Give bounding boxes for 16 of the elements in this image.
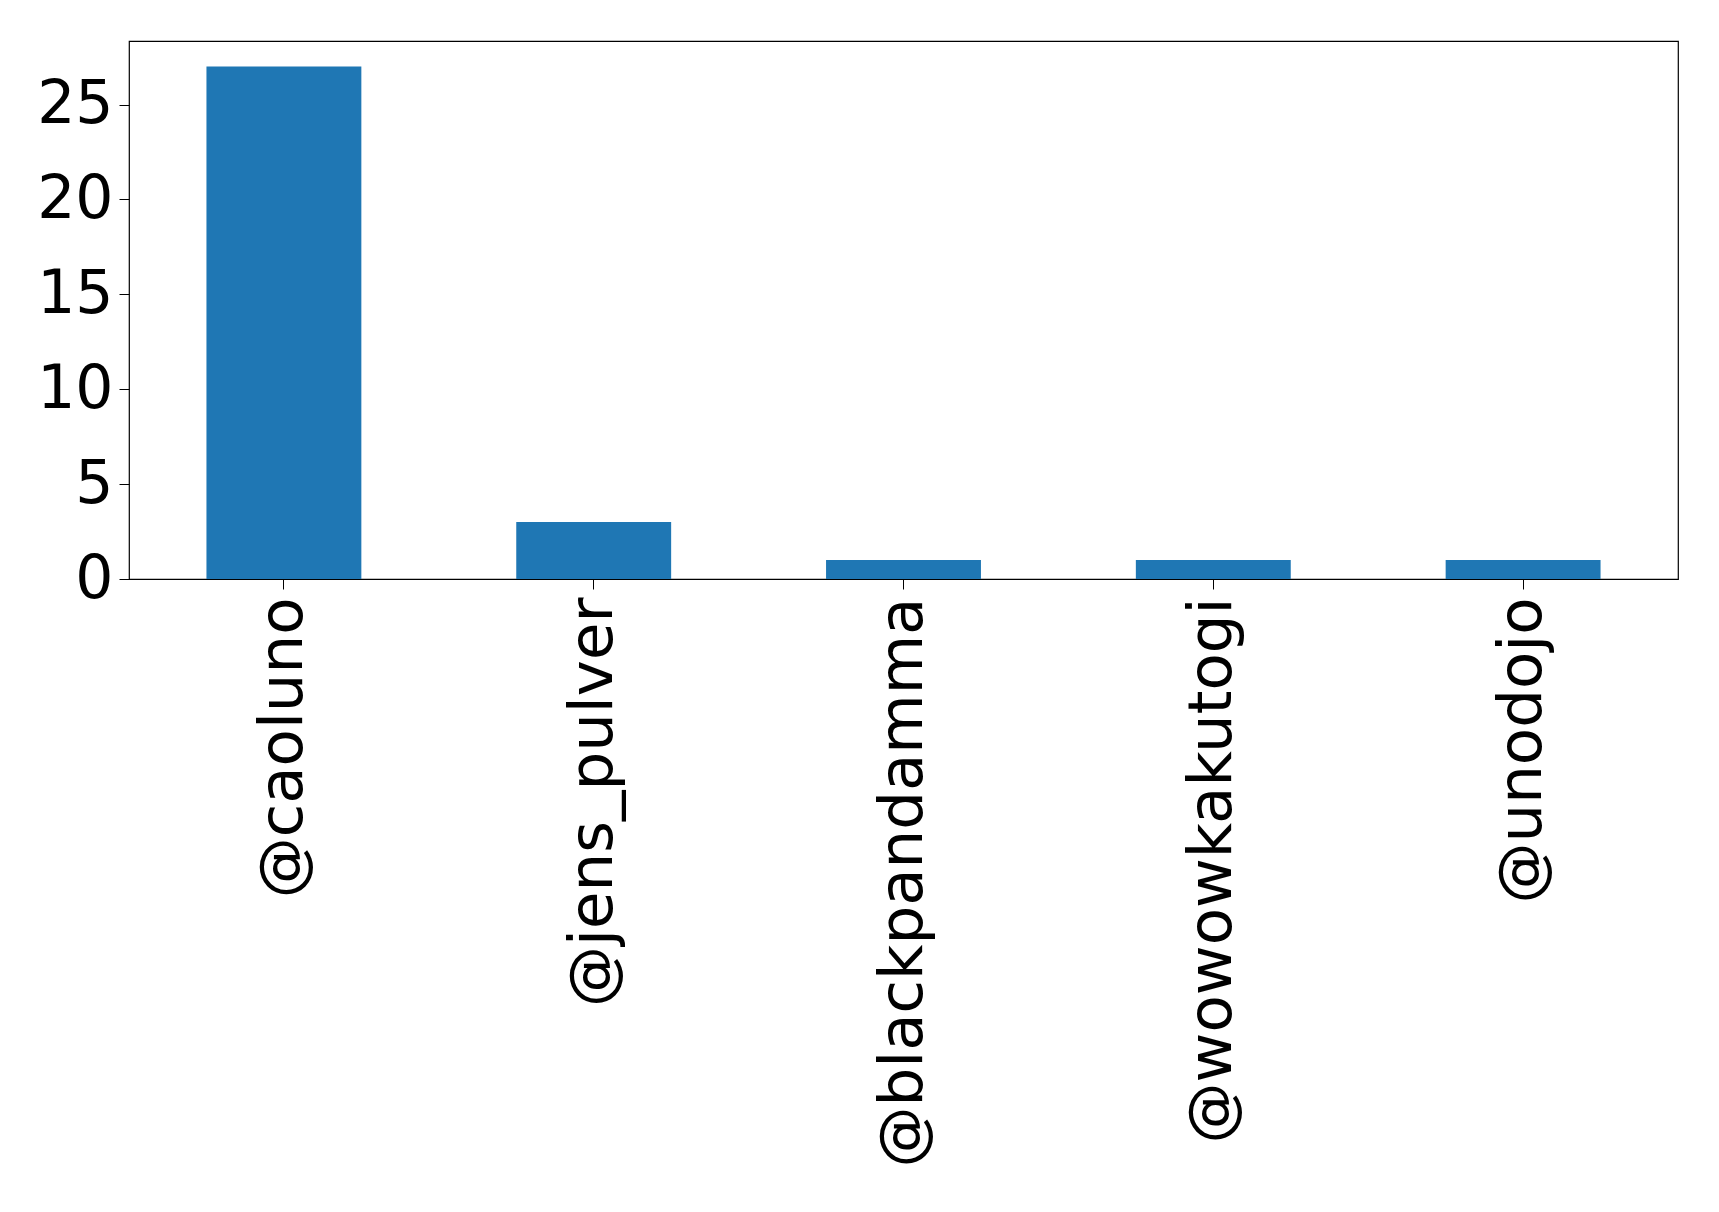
x-tick-label: @unodojo <box>1484 597 1556 904</box>
bar <box>206 66 362 579</box>
y-tick-label: 5 <box>75 446 114 517</box>
y-tick-label: 25 <box>37 67 114 138</box>
x-tick-label: @wowowkakutogi <box>1174 597 1246 1144</box>
y-tick-label: 15 <box>37 256 114 327</box>
y-tick-label: 0 <box>75 541 114 612</box>
x-tick-label: @blackpandamma <box>864 597 936 1168</box>
x-tick-label: @caoluno <box>244 597 316 899</box>
bar <box>1445 560 1601 579</box>
y-tick-label: 20 <box>37 161 114 232</box>
bar <box>826 560 981 579</box>
y-tick-label: 10 <box>37 351 114 422</box>
bar <box>516 522 672 579</box>
x-tick-label: @jens_pulver <box>554 596 626 1007</box>
bar <box>1135 560 1291 579</box>
